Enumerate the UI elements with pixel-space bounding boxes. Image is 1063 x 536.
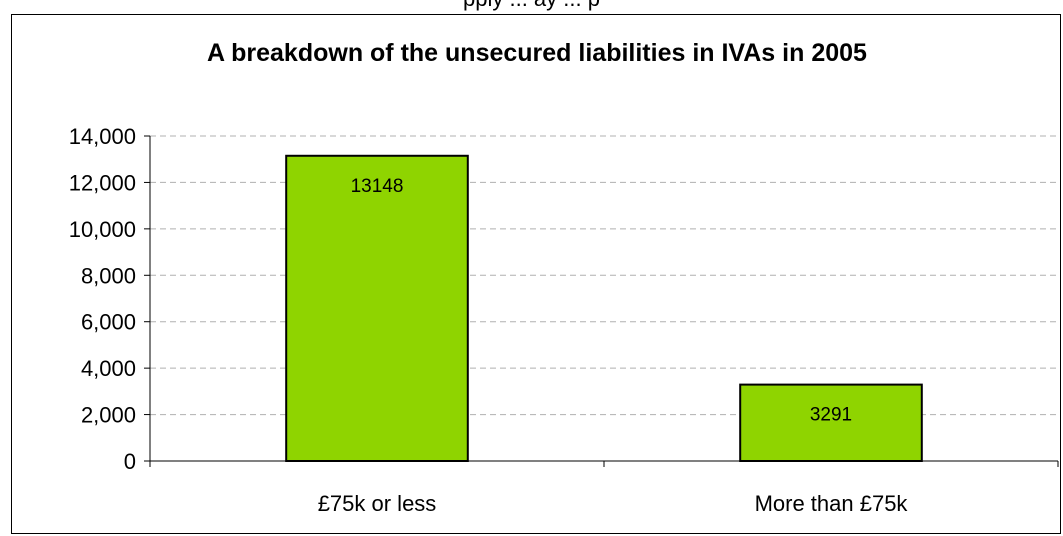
bar xyxy=(739,383,923,462)
y-tick-label: 4,000 xyxy=(81,356,136,381)
y-tick-label: 14,000 xyxy=(69,124,136,149)
y-tick-label: 0 xyxy=(124,449,136,474)
chart-frame: A breakdown of the unsecured liabilities… xyxy=(11,14,1061,534)
bar xyxy=(285,154,469,462)
bar-data-label: 3291 xyxy=(810,405,852,426)
x-category-label: More than £75k xyxy=(755,491,909,516)
chart-title: A breakdown of the unsecured liabilities… xyxy=(207,39,867,67)
y-tick-label: 6,000 xyxy=(81,310,136,335)
y-tick-label: 2,000 xyxy=(81,403,136,428)
y-tick-label: 12,000 xyxy=(69,170,136,195)
y-tick-label: 8,000 xyxy=(81,263,136,288)
x-category-label: £75k or less xyxy=(318,491,437,516)
y-tick-label: 10,000 xyxy=(69,217,136,242)
bar-chart: 0 2,000 4,000 6,000 8,000 10,000 12,000 14,000 1… xyxy=(69,124,1059,516)
clipped-top-text: pply ... ay ... p xyxy=(0,0,1063,12)
bar-data-label: 13148 xyxy=(351,176,404,197)
